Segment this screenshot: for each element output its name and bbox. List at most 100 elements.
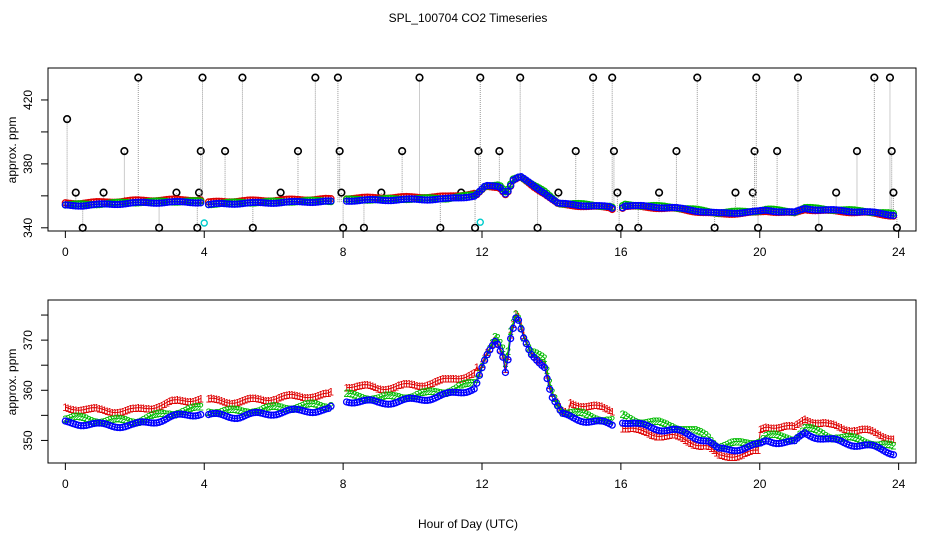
series-3-point (751, 207, 760, 215)
series-1-point: 1 (179, 395, 185, 407)
series-2-point: 2 (502, 358, 508, 370)
series-3-point (374, 196, 382, 204)
series-3-point (475, 371, 484, 379)
series-2-point: 2 (304, 398, 310, 410)
series-3-point (215, 199, 223, 208)
series-1-point: 1 (638, 425, 644, 437)
series-2-point: 2 (857, 434, 863, 446)
series-3-point (207, 200, 215, 208)
bottom-x-tick-label: 8 (340, 477, 347, 491)
series-3-point (246, 198, 254, 207)
series-1-point: 1 (781, 421, 787, 433)
series-1-point: 1 (177, 395, 183, 407)
series-1-point: 1 (390, 382, 396, 394)
series-3-point (178, 410, 187, 418)
series-1-point: 1 (135, 403, 141, 415)
series-1-point: 1 (445, 373, 451, 385)
series-3-point (283, 198, 291, 206)
series-3-point (837, 206, 846, 215)
series-2-point: 2 (687, 424, 693, 436)
spike-point (71, 188, 80, 197)
series-3-point (863, 441, 872, 449)
series-2-point: 2 (237, 405, 243, 417)
series-1-point: 1 (195, 395, 201, 407)
series-2-point: 2 (534, 348, 540, 360)
series-1-point: 1 (68, 404, 74, 416)
series-3-point (158, 199, 166, 207)
series-3-point (134, 198, 142, 206)
series-3-point (780, 208, 788, 216)
series-3-point (577, 202, 585, 210)
series-1-point: 1 (349, 382, 355, 394)
series-1-point: 1 (174, 395, 180, 407)
series-1-point: 1 (229, 398, 235, 410)
series-1-point: 1 (406, 379, 412, 391)
series-1-point: 1 (432, 377, 438, 389)
series-1-point: 1 (739, 449, 745, 461)
series-2-point: 2 (390, 390, 396, 402)
series-2-point: 2 (622, 410, 628, 422)
bottom-x-tick-label: 4 (201, 477, 208, 491)
series-1-point: 1 (383, 384, 389, 396)
series-3-point (113, 423, 122, 432)
series-1-point: 1 (107, 407, 113, 419)
series-2-point: 2 (187, 403, 193, 415)
series-1-point: 1 (773, 423, 779, 435)
series-3-point (207, 410, 215, 418)
series-1-point: 1 (211, 393, 217, 405)
top-y-tick-label: 340 (21, 217, 35, 237)
series-3-point (655, 204, 663, 212)
series-1-point: 1 (786, 420, 792, 432)
series-2-point: 2 (190, 402, 196, 414)
series-1-point: 1 (96, 403, 102, 415)
series-3-point (171, 197, 179, 206)
series-1-point: 1 (276, 393, 282, 405)
series-2-point: 2 (229, 404, 235, 416)
spike-point (752, 73, 761, 82)
series-1-point: 1 (216, 395, 222, 407)
series-2-point: 2 (508, 326, 514, 338)
series-2-point: 2 (396, 392, 402, 404)
series-3-point (306, 198, 314, 207)
series-1-point: 1 (250, 393, 256, 405)
series-2-point: 2 (86, 414, 92, 426)
series-3-point (785, 208, 793, 216)
series-3-point (501, 368, 510, 377)
series-3-point (400, 195, 408, 203)
series-3-point (418, 396, 426, 404)
series-1-point: 1 (99, 404, 105, 416)
series-1-point: 1 (357, 380, 363, 392)
series-1-point: 1 (304, 393, 310, 405)
series-3-point (251, 408, 260, 417)
series-2-point: 2 (424, 386, 430, 398)
series-1-point: 1 (672, 430, 678, 442)
series-3-point (342, 197, 351, 205)
series-2-point: 2 (198, 402, 204, 414)
series-3-point (855, 208, 864, 216)
series-3-point (387, 196, 395, 205)
series-2-point: 2 (232, 404, 238, 416)
series-3-point (488, 182, 497, 190)
top-y-axis: 340 380 420 (21, 90, 49, 238)
series-3-point (827, 435, 835, 443)
series-3-point (889, 211, 898, 220)
series-3-point (462, 193, 471, 202)
series-1-point: 1 (724, 452, 730, 464)
series-1-point: 1 (851, 426, 857, 438)
series-3-point (147, 419, 155, 427)
series-3-point (454, 194, 463, 202)
series-1-point: 1 (812, 418, 818, 430)
series-1-point: 1 (130, 403, 136, 415)
series-3-point (824, 206, 832, 214)
series-3-point (223, 200, 231, 208)
series-3-point (668, 425, 676, 434)
series-3-point (142, 198, 150, 207)
series-1-point: 1 (778, 422, 784, 434)
cyan-outlier-point (200, 219, 208, 227)
series-1-point: 1 (828, 418, 834, 430)
series-3-point (95, 200, 103, 208)
series-1-point: 1 (604, 404, 610, 416)
series-1-point: 1 (377, 384, 383, 396)
spike-point (654, 188, 664, 197)
series-2-point: 2 (192, 401, 198, 413)
